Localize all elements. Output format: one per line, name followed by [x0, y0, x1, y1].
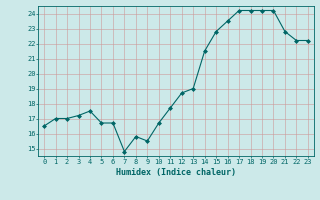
X-axis label: Humidex (Indice chaleur): Humidex (Indice chaleur)	[116, 168, 236, 177]
